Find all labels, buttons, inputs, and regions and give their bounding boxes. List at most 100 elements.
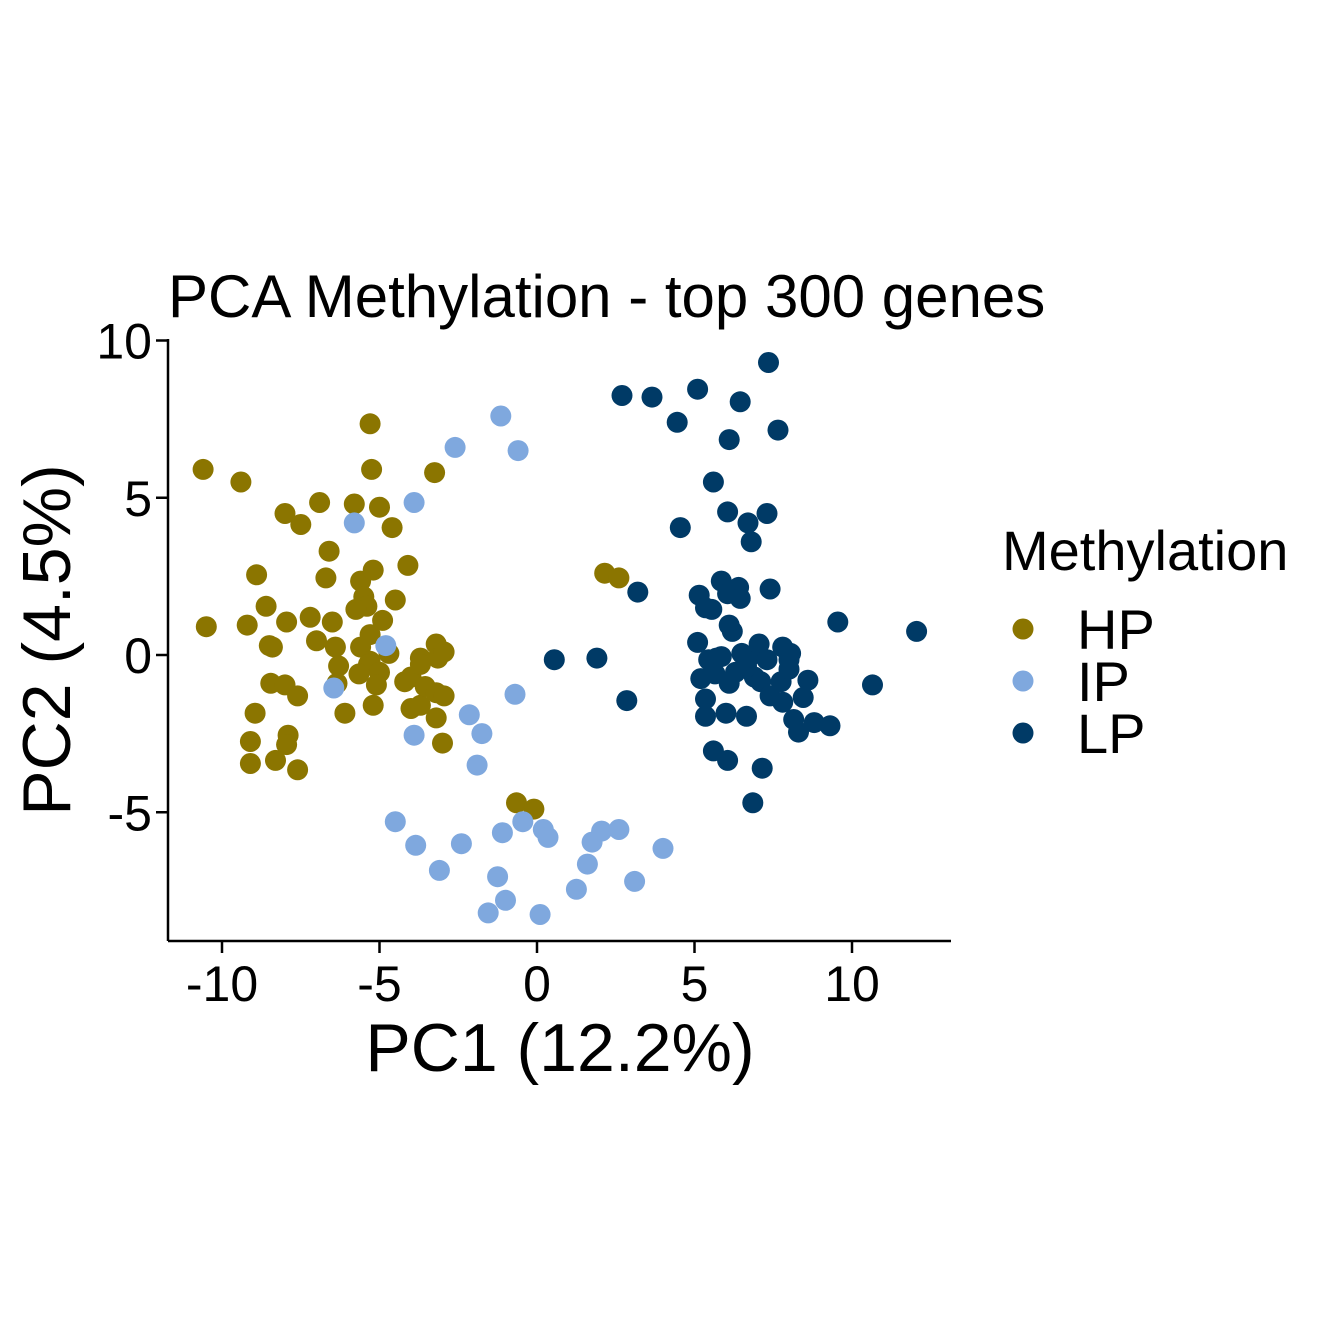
data-point-hp <box>306 630 327 652</box>
data-point-ip <box>565 878 587 900</box>
data-point-ip <box>384 811 406 833</box>
data-point-ip <box>576 853 598 875</box>
data-point-lp <box>780 642 802 664</box>
y-axis-title: PC2 (4.5%) <box>9 464 85 815</box>
data-point-lp <box>687 378 709 400</box>
data-point-hp <box>361 458 383 480</box>
data-point-ip <box>591 820 613 842</box>
data-point-lp <box>767 419 789 441</box>
data-point-lp <box>827 611 849 633</box>
data-point-lp <box>710 646 732 668</box>
data-point-lp <box>627 581 649 603</box>
data-point-ip <box>343 512 365 534</box>
data-point-hp <box>276 734 298 756</box>
data-point-hp <box>372 609 394 631</box>
data-point-lp <box>736 705 757 727</box>
data-point-lp <box>611 385 633 406</box>
data-point-hp <box>315 567 337 589</box>
data-point-lp <box>797 669 819 691</box>
data-point-ip <box>450 833 472 855</box>
data-point-lp <box>695 688 716 710</box>
data-point-hp <box>236 614 258 636</box>
data-point-lp <box>748 633 770 655</box>
data-point-lp <box>729 391 751 413</box>
data-point-lp <box>702 471 724 493</box>
data-point-hp <box>362 694 384 716</box>
data-point-lp <box>737 512 759 534</box>
y-tick-label: -5 <box>108 785 152 841</box>
data-point-hp <box>328 655 350 677</box>
data-point-ip <box>403 724 425 746</box>
data-point-hp <box>365 674 387 696</box>
data-point-hp <box>362 559 384 581</box>
data-point-ip <box>512 811 534 833</box>
data-point-hp <box>287 759 309 781</box>
data-point-hp <box>192 458 214 480</box>
data-point-ip <box>537 826 559 848</box>
x-axis-title: PC1 (12.2%) <box>365 1010 754 1086</box>
data-point-ip <box>495 889 516 911</box>
data-point-hp <box>274 503 296 524</box>
data-point-hp <box>324 636 346 658</box>
y-tick-label: 0 <box>124 628 152 684</box>
data-point-hp <box>239 731 261 752</box>
data-point-hp <box>409 694 431 716</box>
data-point-hp <box>359 413 381 435</box>
data-point-ip <box>444 436 466 458</box>
x-tick-label: 0 <box>523 956 551 1012</box>
data-point-lp <box>701 598 723 620</box>
data-point-hp <box>287 685 309 707</box>
data-point-ip <box>529 904 551 925</box>
data-point-hp <box>261 636 283 658</box>
data-point-hp <box>394 671 416 693</box>
data-point-hp <box>424 462 446 484</box>
data-point-hp <box>608 567 630 589</box>
legend-label-hp: HP <box>1077 598 1155 661</box>
data-point-hp <box>345 598 367 620</box>
x-tick-label: 10 <box>824 956 880 1012</box>
data-point-ip <box>428 859 450 881</box>
data-point-ip <box>504 683 526 705</box>
data-point-lp <box>756 649 778 671</box>
series-lp <box>543 352 928 814</box>
y-tick-label: 10 <box>96 314 152 370</box>
data-point-ip <box>624 870 646 892</box>
data-point-hp <box>290 514 312 535</box>
data-point-lp <box>792 687 814 708</box>
data-point-lp <box>717 749 739 771</box>
data-point-ip <box>491 822 513 844</box>
data-point-ip <box>405 834 427 856</box>
legend-key-ip <box>1012 670 1034 692</box>
data-point-hp <box>276 611 298 633</box>
data-point-hp <box>244 702 266 724</box>
data-point-lp <box>788 721 809 743</box>
x-tick-label: -5 <box>357 956 401 1012</box>
data-point-hp <box>318 540 340 562</box>
data-point-lp <box>729 587 751 609</box>
data-point-ip <box>471 723 493 745</box>
data-point-lp <box>740 531 762 553</box>
data-point-ip <box>477 902 499 924</box>
data-point-ip <box>652 837 674 859</box>
data-point-hp <box>359 624 381 646</box>
data-point-lp <box>803 712 825 734</box>
data-point-lp <box>641 386 663 408</box>
data-point-lp <box>669 517 691 539</box>
data-point-lp <box>758 352 779 373</box>
data-point-lp <box>715 702 737 724</box>
data-point-lp <box>862 674 883 696</box>
legend-item-hp: HP <box>1012 598 1155 661</box>
data-point-hp <box>246 564 268 586</box>
data-point-lp <box>717 501 739 523</box>
data-point-hp <box>239 753 261 774</box>
data-point-hp <box>265 749 286 771</box>
legend-key-lp <box>1012 722 1034 744</box>
data-point-hp <box>321 611 343 633</box>
data-point-ip <box>487 866 509 888</box>
data-point-hp <box>381 517 403 539</box>
data-point-ip <box>323 677 345 699</box>
data-point-ip <box>490 405 512 427</box>
data-point-lp <box>756 503 778 524</box>
